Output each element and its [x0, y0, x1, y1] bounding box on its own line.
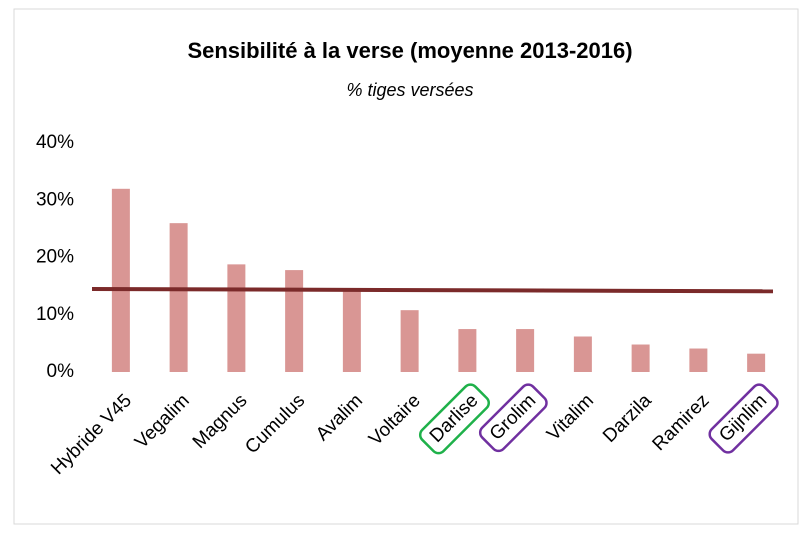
y-tick-label: 20% — [36, 247, 74, 268]
bar — [285, 270, 304, 372]
chart-subtitle: % tiges versées — [346, 80, 473, 100]
y-tick-label: 10% — [36, 304, 74, 325]
bar — [342, 288, 361, 372]
label-highlight — [708, 383, 779, 454]
bar — [227, 264, 246, 372]
bar — [689, 348, 708, 372]
bar — [631, 344, 650, 372]
label-highlight — [478, 383, 548, 453]
y-tick-label: 0% — [47, 361, 75, 382]
bar — [573, 336, 592, 372]
bar — [169, 223, 188, 372]
bar — [516, 329, 535, 372]
chart-title: Sensibilité à la verse (moyenne 2013-201… — [187, 38, 632, 63]
y-tick-label: 30% — [36, 189, 74, 210]
bar — [111, 188, 130, 372]
bar — [458, 329, 477, 372]
chart-border — [13, 8, 799, 525]
reference-line — [91, 286, 774, 294]
y-tick-label: 40% — [36, 132, 74, 153]
bar — [400, 310, 419, 372]
bar — [747, 353, 766, 372]
label-highlight — [418, 383, 490, 455]
